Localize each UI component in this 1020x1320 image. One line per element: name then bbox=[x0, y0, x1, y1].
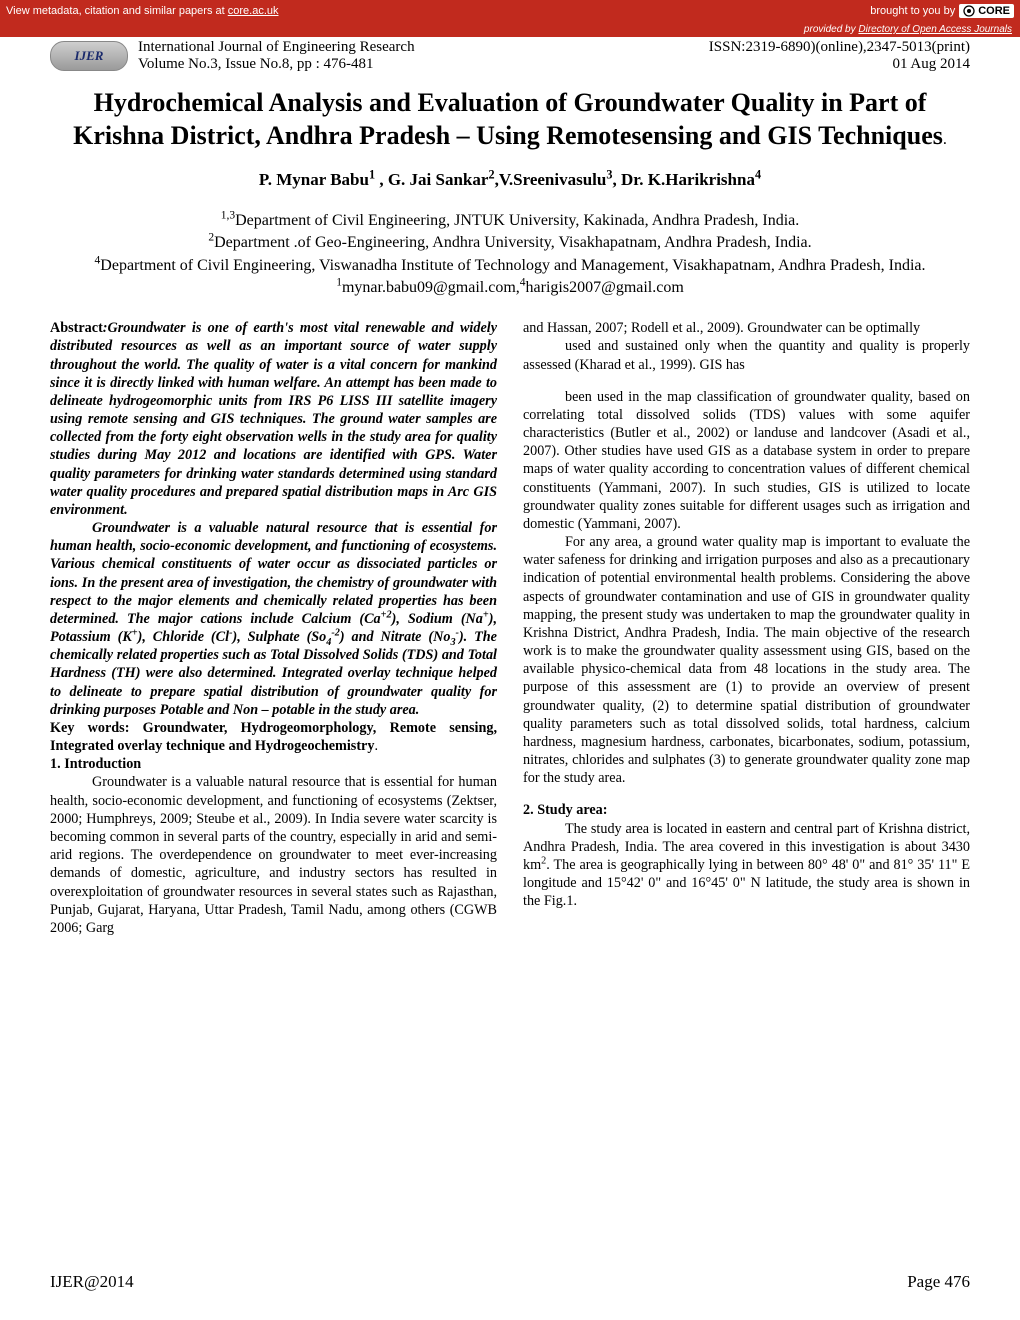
core-logo-text: CORE bbox=[978, 5, 1010, 17]
core-logo[interactable]: CORE bbox=[959, 4, 1014, 18]
footer-right: Page 476 bbox=[907, 1272, 970, 1292]
right-column: and Hassan, 2007; Rodell et al., 2009). … bbox=[523, 319, 970, 937]
abstract-p1: Abstract:Groundwater is one of earth's m… bbox=[50, 319, 497, 519]
study-body: The study area is located in eastern and… bbox=[523, 820, 970, 911]
page-content: IJER International Journal of Engineerin… bbox=[0, 39, 1020, 937]
abstract-body-1: :Groundwater is one of earth's most vita… bbox=[50, 320, 497, 518]
core-right-prefix: brought to you by bbox=[870, 5, 955, 17]
intro-heading: 1. Introduction bbox=[50, 755, 497, 773]
provided-row: provided by Directory of Open Access Jou… bbox=[0, 22, 1020, 37]
footer-left: IJER@2014 bbox=[50, 1272, 134, 1292]
provided-link[interactable]: Directory of Open Access Journals bbox=[858, 24, 1012, 35]
two-column-body: Abstract:Groundwater is one of earth's m… bbox=[50, 319, 970, 937]
provided-prefix: provided by bbox=[804, 24, 858, 35]
header-row-2: Volume No.3, Issue No.8, pp : 476-481 01… bbox=[138, 56, 970, 73]
study-heading: 2. Study area: bbox=[523, 801, 970, 819]
abstract-p2: Groundwater is a valuable natural resour… bbox=[50, 519, 497, 719]
core-left: View metadata, citation and similar pape… bbox=[6, 5, 279, 17]
intro-body: Groundwater is a valuable natural resour… bbox=[50, 773, 497, 937]
core-banner: View metadata, citation and similar pape… bbox=[0, 0, 1020, 22]
emails: 1mynar.babu09@gmail.com,4harigis2007@gma… bbox=[50, 279, 970, 297]
issn: ISSN:2319-6890)(online),2347-5013(print) bbox=[709, 39, 970, 56]
title-text: Hydrochemical Analysis and Evaluation of… bbox=[73, 88, 943, 150]
header-row-1: International Journal of Engineering Res… bbox=[138, 39, 970, 56]
r-p2: used and sustained only when the quantit… bbox=[523, 337, 970, 373]
left-column: Abstract:Groundwater is one of earth's m… bbox=[50, 319, 497, 937]
ijer-badge: IJER bbox=[50, 41, 128, 71]
r-p1: and Hassan, 2007; Rodell et al., 2009). … bbox=[523, 319, 970, 337]
r-p4: For any area, a ground water quality map… bbox=[523, 533, 970, 787]
core-icon bbox=[963, 5, 975, 17]
ijer-badge-text: IJER bbox=[75, 48, 104, 64]
title-period: . bbox=[943, 131, 947, 148]
paper-title: Hydrochemical Analysis and Evaluation of… bbox=[50, 87, 970, 152]
keywords-period: . bbox=[374, 738, 378, 754]
journal-name: International Journal of Engineering Res… bbox=[138, 39, 415, 56]
r-p3: been used in the map classification of g… bbox=[523, 388, 970, 533]
abstract-label: Abstract bbox=[50, 320, 103, 336]
pub-date: 01 Aug 2014 bbox=[892, 56, 970, 73]
core-left-text: View metadata, citation and similar pape… bbox=[6, 5, 228, 17]
core-right: brought to you by CORE bbox=[870, 4, 1014, 18]
journal-header: IJER International Journal of Engineerin… bbox=[50, 39, 970, 73]
keywords: Key words: Groundwater, Hydrogeomorpholo… bbox=[50, 720, 497, 754]
authors: P. Mynar Babu1 , G. Jai Sankar2,V.Sreeni… bbox=[50, 170, 970, 190]
affiliations: 1,3Department of Civil Engineering, JNTU… bbox=[50, 210, 970, 277]
header-text-block: International Journal of Engineering Res… bbox=[138, 39, 970, 73]
volume-info: Volume No.3, Issue No.8, pp : 476-481 bbox=[138, 56, 374, 73]
r-p3-wrap: been used in the map classification of g… bbox=[523, 388, 970, 533]
page-footer: IJER@2014 Page 476 bbox=[50, 1272, 970, 1292]
core-link[interactable]: core.ac.uk bbox=[228, 5, 279, 17]
keywords-block: Key words: Groundwater, Hydrogeomorpholo… bbox=[50, 719, 497, 755]
